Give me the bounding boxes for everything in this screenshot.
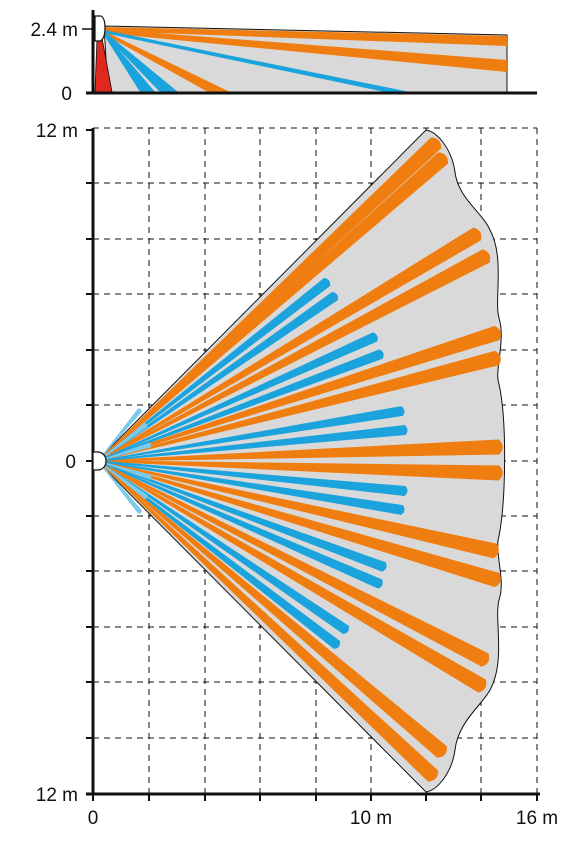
y-center-label: 0 (65, 452, 76, 473)
x-label-10m: 10 m (350, 808, 392, 829)
far-zone-beam-7 (97, 439, 503, 462)
mid-zone-beam-10 (97, 460, 383, 589)
mid-zone-beam-8 (97, 460, 405, 515)
far-zone-beam-1 (97, 137, 442, 462)
mid-zone-beam-11 (97, 460, 350, 635)
mid-zone-beam-6 (97, 425, 408, 462)
mid-zone-beam-3 (97, 332, 378, 462)
side-beam-mid-3 (104, 32, 155, 92)
detection-zones (97, 137, 503, 782)
far-zone-beam-6 (97, 350, 501, 462)
far-zone-beam-2 (97, 152, 448, 462)
side-beam-far-2 (104, 29, 507, 72)
y-bottom-label: 12 m (36, 785, 78, 806)
side-beam-far-3 (104, 31, 230, 92)
top-view: 12 m 0 12 m 0 10 m 16 m (36, 121, 558, 829)
y-top-label: 12 m (36, 121, 78, 142)
mid-zone-beam-1 (97, 278, 331, 462)
far-zone-beam-13 (97, 460, 447, 758)
far-zone-beam-3 (97, 227, 482, 462)
coverage-area (96, 129, 506, 793)
side-ground-label: 0 (61, 84, 72, 105)
far-zone-beam-9 (97, 460, 499, 559)
mid-zone-beam-7 (97, 460, 408, 496)
detector-icon (94, 15, 106, 42)
detector-icon (92, 451, 107, 471)
far-zone-beam-11 (97, 460, 490, 667)
mid-zone-beam-2 (97, 291, 339, 462)
far-zone-beam-8 (97, 460, 503, 481)
near-zone-beam-6 (97, 460, 142, 514)
side-beam-far-1 (104, 27, 507, 46)
far-zone-beam-4 (97, 249, 491, 462)
far-zone-beam-14 (97, 460, 439, 782)
x-ticks (92, 794, 538, 801)
mid-zone-beam-4 (97, 349, 384, 462)
near-zone-beam-4 (97, 460, 152, 480)
far-zone-beam-10 (97, 460, 501, 588)
y-ticks (86, 129, 93, 739)
mid-zone-beam-5 (97, 406, 405, 462)
near-zone-beam-5 (97, 460, 148, 499)
mid-zone-beam-12 (97, 460, 341, 649)
far-zone-beam-12 (97, 460, 487, 693)
side-beam-mid-2 (104, 31, 178, 92)
side-view: 2.4 m 0 (30, 10, 537, 105)
x-label-16m: 16 m (516, 808, 558, 829)
near-zone-beam-3 (97, 442, 152, 462)
near-zone-beam-2 (97, 423, 148, 462)
far-zone-beam-5 (97, 325, 501, 462)
side-height-label: 2.4 m (30, 20, 78, 41)
near-zone-beam-1 (97, 408, 142, 462)
side-beam-mid-1 (104, 30, 410, 92)
mid-zone-beam-9 (97, 460, 387, 572)
x-label-0: 0 (88, 808, 99, 829)
